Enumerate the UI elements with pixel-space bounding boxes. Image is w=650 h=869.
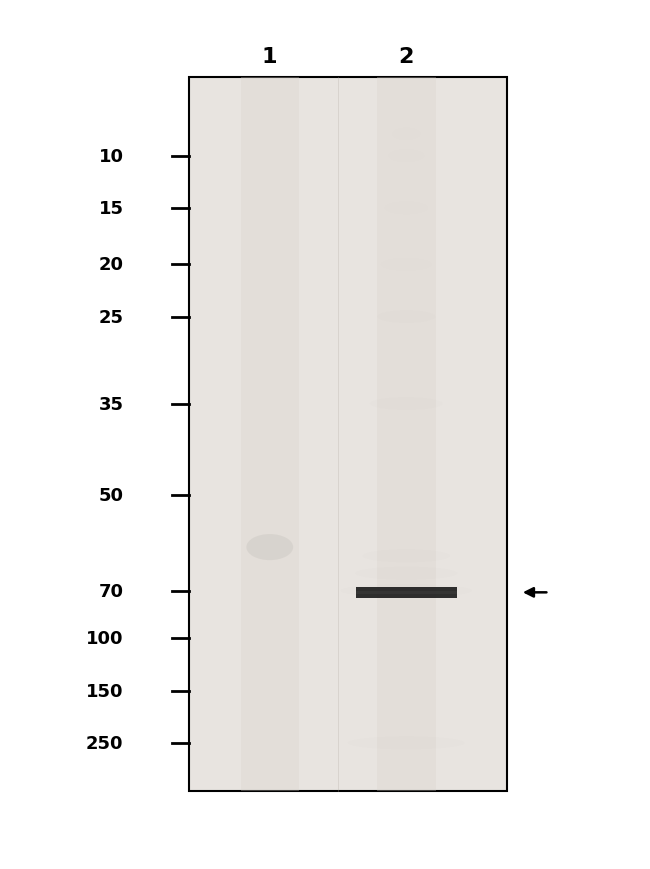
Ellipse shape bbox=[246, 534, 293, 561]
Text: 250: 250 bbox=[86, 734, 124, 752]
Text: 15: 15 bbox=[99, 200, 124, 217]
Text: 2: 2 bbox=[398, 47, 414, 66]
Bar bbox=[356, 587, 456, 598]
Text: 1: 1 bbox=[262, 47, 278, 66]
Text: 35: 35 bbox=[99, 395, 124, 413]
Bar bbox=[356, 592, 456, 594]
Text: 25: 25 bbox=[99, 308, 124, 326]
Text: 70: 70 bbox=[99, 582, 124, 600]
Text: 150: 150 bbox=[86, 682, 124, 700]
Text: 10: 10 bbox=[99, 148, 124, 165]
Bar bbox=[377, 78, 436, 791]
Text: 50: 50 bbox=[99, 487, 124, 504]
Bar bbox=[240, 78, 299, 791]
Text: 20: 20 bbox=[99, 256, 124, 274]
FancyBboxPatch shape bbox=[188, 78, 507, 791]
Text: 100: 100 bbox=[86, 630, 124, 647]
